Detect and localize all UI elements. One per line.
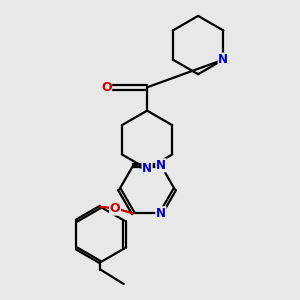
Text: O: O <box>110 202 120 215</box>
Text: N: N <box>156 159 166 172</box>
Text: N: N <box>218 53 228 66</box>
Text: N: N <box>142 162 152 176</box>
Text: N: N <box>156 207 166 220</box>
Text: O: O <box>101 81 112 94</box>
Text: O: O <box>110 202 120 215</box>
